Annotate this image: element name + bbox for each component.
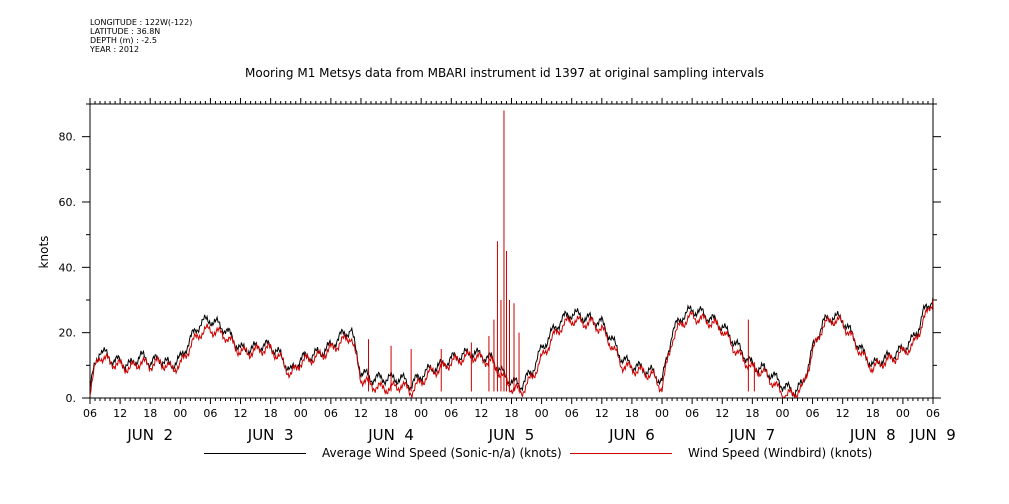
y-axis-label: knots	[37, 236, 51, 269]
chart-title: Mooring M1 Metsys data from MBARI instru…	[245, 66, 764, 80]
meta-depth: DEPTH (m) : -2.5	[90, 36, 157, 45]
x-tick-label: 18	[505, 407, 519, 420]
x-tick-label: 06	[324, 407, 338, 420]
legend-swatch-sonic	[204, 453, 306, 454]
x-tick-label: 06	[203, 407, 217, 420]
x-day-label: JUN 3	[247, 426, 294, 444]
x-tick-label: 00	[896, 407, 910, 420]
x-tick-label: 06	[926, 407, 940, 420]
x-day-label: JUN 7	[729, 426, 776, 444]
x-tick-label: 18	[866, 407, 880, 420]
x-tick-label: 18	[745, 407, 759, 420]
x-tick-label: 06	[806, 407, 820, 420]
x-tick-label: 18	[264, 407, 278, 420]
x-tick-label: 00	[535, 407, 549, 420]
x-tick-label: 18	[384, 407, 398, 420]
x-tick-label: 12	[595, 407, 609, 420]
x-day-label: JUN 5	[488, 426, 535, 444]
y-tick-label: 60.	[59, 196, 77, 209]
x-tick-label: 00	[173, 407, 187, 420]
meta-latitude: LATITUDE : 36.8N	[90, 27, 161, 36]
y-tick-label: 20.	[59, 327, 77, 340]
x-tick-label: 00	[775, 407, 789, 420]
meta-year: YEAR : 2012	[90, 45, 140, 54]
axis-ticks	[82, 98, 941, 404]
x-tick-label: 12	[354, 407, 368, 420]
x-tick-label: 12	[234, 407, 248, 420]
x-tick-label: 18	[143, 407, 157, 420]
x-tick-label: 12	[836, 407, 850, 420]
legend-label-windbird: Wind Speed (Windbird) (knots)	[688, 446, 873, 460]
x-day-label: JUN 9	[909, 426, 956, 444]
x-day-label: JUN 8	[849, 426, 896, 444]
axis-labels: 0. 20. 40. 60. 80. 06 12 18 00 06 12 18 00 06 12 18 00 06…	[59, 131, 956, 444]
x-tick-label: 00	[294, 407, 308, 420]
plot-frame	[89, 103, 934, 399]
legend-label-sonic: Average Wind Speed (Sonic-n/a) (knots)	[322, 446, 562, 460]
x-day-label: JUN 6	[608, 426, 655, 444]
x-tick-label: 12	[113, 407, 127, 420]
series-line-sonic	[89, 296, 934, 397]
x-tick-label: 00	[414, 407, 428, 420]
y-tick-label: 40.	[59, 261, 77, 274]
metadata-block: LONGITUDE : 122W(-122) LATITUDE : 36.8N …	[90, 18, 192, 54]
x-tick-label: 12	[715, 407, 729, 420]
meta-longitude: LONGITUDE : 122W(-122)	[90, 18, 193, 27]
x-tick-label: 18	[625, 407, 639, 420]
x-tick-label: 06	[565, 407, 579, 420]
legend: Average Wind Speed (Sonic-n/a) (knots) W…	[0, 444, 1009, 464]
x-tick-label: 06	[444, 407, 458, 420]
x-day-label: JUN 4	[367, 426, 414, 444]
series-layer	[89, 110, 934, 400]
x-day-label: JUN 2	[126, 426, 173, 444]
x-tick-label: 06	[83, 407, 97, 420]
x-tick-label: 12	[474, 407, 488, 420]
x-tick-label: 06	[685, 407, 699, 420]
series-line-windbird	[89, 299, 934, 400]
y-tick-label: 0.	[66, 392, 77, 405]
y-tick-label: 80.	[59, 131, 77, 144]
x-tick-label: 00	[655, 407, 669, 420]
legend-swatch-windbird	[570, 453, 672, 454]
